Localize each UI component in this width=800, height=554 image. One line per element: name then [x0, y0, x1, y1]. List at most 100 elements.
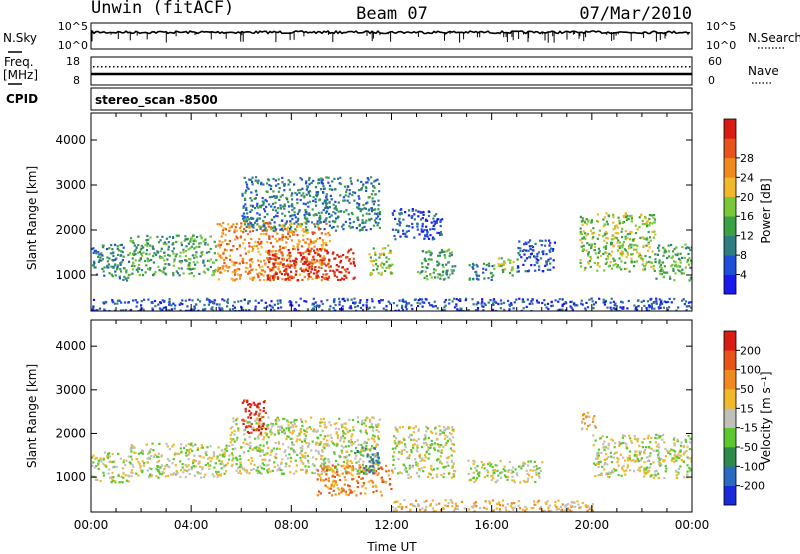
echo-cell — [230, 431, 234, 434]
echo-cell — [369, 456, 372, 459]
nave-dot — [121, 66, 123, 68]
echo-cell — [312, 297, 315, 300]
nave-dot — [357, 66, 359, 68]
echo-cell — [673, 260, 676, 263]
echo-cell — [152, 247, 155, 250]
echo-cell — [321, 467, 324, 470]
echo-cell — [333, 272, 336, 275]
echo-cell — [318, 304, 321, 307]
echo-cell — [356, 217, 359, 220]
echo-cell — [317, 249, 320, 252]
echo-cell — [514, 468, 517, 471]
echo-cell — [315, 204, 318, 207]
echo-cell — [347, 271, 351, 274]
echo-cell — [673, 247, 676, 251]
echo-cell — [321, 276, 324, 279]
echo-cell — [180, 443, 183, 446]
echo-cell — [259, 232, 263, 236]
echo-cell — [320, 180, 323, 183]
echo-cell — [420, 298, 424, 301]
echo-cell — [140, 300, 143, 303]
echo-cell — [306, 427, 309, 430]
echo-cell — [307, 274, 310, 277]
echo-cell — [287, 200, 290, 203]
echo-cell — [483, 277, 486, 280]
echo-cell — [614, 225, 617, 228]
echo-cell — [652, 449, 655, 452]
freq-tick-top: 18 — [66, 55, 80, 68]
echo-cell — [279, 245, 282, 248]
echo-cell — [216, 455, 219, 458]
echo-cell — [262, 183, 265, 186]
echo-cell — [258, 412, 261, 415]
echo-cell — [297, 248, 300, 251]
echo-cell — [365, 444, 368, 447]
echo-cell — [524, 259, 527, 262]
echo-cell — [333, 177, 336, 180]
colorbar-segment — [724, 235, 736, 256]
echo-cell — [646, 225, 649, 228]
echo-cell — [260, 242, 263, 245]
echo-cell — [199, 242, 202, 245]
nave-dot — [609, 66, 611, 68]
echo-cell — [330, 436, 333, 439]
echo-cell — [300, 449, 303, 453]
echo-cell — [433, 448, 437, 451]
echo-cell — [127, 273, 130, 277]
power-x-ticks — [90, 113, 693, 311]
echo-cell — [439, 231, 443, 234]
echo-cell — [579, 230, 582, 234]
echo-cell — [678, 269, 681, 272]
echo-cell — [581, 219, 584, 222]
echo-cell — [542, 250, 545, 253]
echo-cell — [361, 463, 364, 466]
echo-cell — [180, 244, 183, 247]
echo-cell — [240, 225, 243, 228]
echo-cell — [484, 303, 487, 306]
echo-cell — [503, 308, 506, 311]
echo-cell — [260, 273, 263, 276]
echo-cell — [344, 491, 347, 494]
echo-cell — [102, 471, 105, 474]
echo-cell — [637, 437, 640, 440]
echo-cell — [265, 200, 268, 203]
echo-cell — [330, 424, 333, 427]
echo-cell — [503, 474, 507, 477]
echo-cell — [572, 303, 575, 306]
echo-cell — [276, 211, 279, 214]
echo-cell — [137, 461, 140, 464]
echo-cell — [523, 243, 526, 246]
echo-cell — [259, 409, 262, 412]
echo-cell — [286, 254, 289, 257]
echo-cell — [612, 237, 615, 241]
echo-cell — [616, 226, 619, 229]
echo-cell — [346, 199, 349, 202]
echo-cell — [263, 423, 266, 427]
echo-cell — [332, 489, 335, 492]
echo-cell — [278, 187, 281, 190]
echo-cell — [604, 262, 607, 265]
echo-cell — [277, 468, 280, 471]
echo-cell — [249, 447, 252, 450]
echo-cell — [412, 444, 415, 447]
echo-cell — [519, 481, 522, 484]
echo-cell — [688, 305, 691, 308]
echo-cell — [288, 257, 291, 260]
echo-cell — [490, 275, 493, 279]
echo-cell — [166, 465, 169, 468]
echo-cell — [512, 260, 515, 263]
echo-cell — [684, 440, 688, 443]
echo-cell — [120, 475, 123, 478]
echo-cell — [232, 279, 235, 282]
echo-cell — [640, 213, 643, 216]
echo-cell — [328, 234, 331, 237]
echo-cell — [322, 191, 325, 194]
nave-dot — [349, 66, 351, 68]
echo-cell — [172, 472, 176, 475]
echo-cell — [350, 461, 353, 465]
echo-cell — [647, 467, 650, 470]
echo-cell — [195, 251, 198, 254]
echo-cell — [229, 249, 232, 252]
echo-cell — [645, 238, 648, 241]
